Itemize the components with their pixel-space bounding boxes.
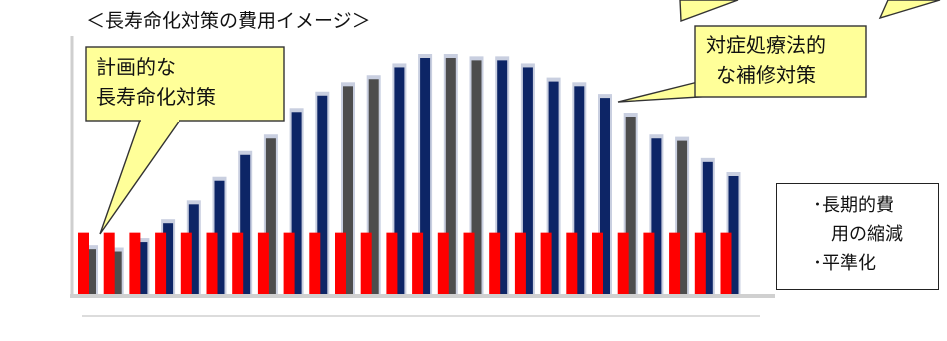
bar-planned [360, 232, 372, 294]
bar-reactive [420, 58, 431, 294]
bar-reactive [728, 176, 739, 294]
bar-planned [437, 232, 449, 294]
bar-reactive [522, 67, 533, 294]
bar-reactive [214, 180, 225, 294]
bar-reactive [497, 60, 508, 294]
bar-reactive [394, 67, 405, 294]
bar-planned [386, 232, 398, 294]
bar-planned [155, 232, 167, 294]
bar-reactive [343, 86, 353, 294]
partial-callout-pointer [679, 0, 739, 22]
bar-planned [180, 232, 192, 294]
bar-reactive [445, 58, 456, 294]
bar-planned [103, 232, 115, 294]
callout-planned-pointer [99, 119, 182, 235]
result-line: 用の縮減 [813, 224, 903, 245]
callout-planned-box [85, 46, 285, 122]
bar-planned [694, 232, 706, 294]
bar-planned [566, 232, 578, 294]
bar-reactive [651, 138, 662, 294]
bar-planned [592, 232, 603, 294]
bar-reactive [625, 117, 636, 294]
bar-planned [643, 232, 655, 294]
bar-planned [78, 232, 89, 294]
bar-planned [617, 232, 629, 294]
callout-reactive-line: な補修対策 [716, 63, 816, 87]
result-text: ･長期的費 用の縮減 ･平準化 [813, 191, 903, 278]
bar-reactive [188, 204, 199, 294]
callout-planned-line: 計画的な [96, 55, 176, 79]
callout-reactive-box [694, 25, 867, 98]
bar-planned [489, 232, 501, 294]
bar-planned [412, 232, 424, 294]
bar-reactive [265, 138, 276, 294]
bar-planned [206, 232, 218, 294]
bar-reactive [471, 60, 482, 294]
bar-reactive [111, 251, 122, 294]
result-line: ･平準化 [813, 253, 876, 274]
bar-planned [540, 232, 552, 294]
partial-callout-pointer [878, 0, 941, 20]
bar-planned [669, 232, 681, 294]
bar-reactive [291, 112, 302, 294]
bar-reactive [702, 161, 713, 294]
result-box: ･長期的費 用の縮減 ･平準化 [776, 183, 939, 290]
bar-planned [720, 232, 732, 294]
bar-planned [257, 232, 269, 294]
chart-baseline [70, 294, 775, 298]
result-line: ･長期的費 [813, 195, 894, 216]
bar-reactive [317, 95, 328, 294]
bar-reactive [574, 86, 585, 294]
bar-planned [514, 232, 526, 294]
bar-reactive [600, 98, 610, 295]
bar-planned [309, 232, 321, 294]
callout-reactive-text: 対症処療法的 な補修対策 [706, 30, 826, 90]
callout-planned-text: 計画的な 長寿命化対策 [96, 52, 216, 112]
bar-reactive [240, 154, 251, 294]
bar-reactive [677, 140, 688, 294]
callout-reactive-line: 対症処療法的 [706, 33, 826, 57]
bar-reactive [86, 249, 96, 294]
bar-reactive [368, 79, 379, 295]
callout-planned-line: 長寿命化対策 [96, 85, 216, 109]
bar-reactive [548, 81, 559, 294]
bar-reactive [163, 223, 174, 294]
bar-planned [232, 232, 244, 294]
bar-planned [335, 232, 346, 294]
bar-planned [283, 232, 295, 294]
chart-title: ＜長寿命化対策の費用イメージ＞ [86, 10, 371, 32]
bar-reactive [137, 242, 148, 294]
bar-planned [463, 232, 475, 294]
bar-planned [129, 232, 141, 294]
